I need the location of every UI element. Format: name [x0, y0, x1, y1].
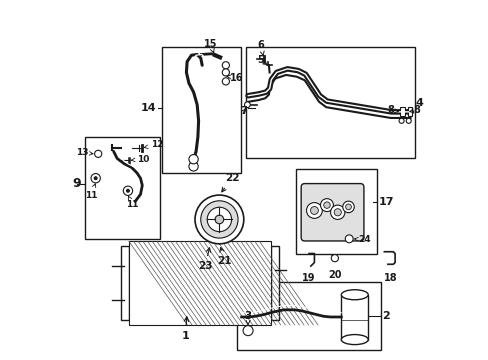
Text: 15: 15: [203, 39, 217, 53]
Text: 8: 8: [409, 105, 420, 115]
Text: 16: 16: [226, 73, 243, 83]
Text: 11: 11: [126, 196, 139, 209]
Circle shape: [244, 102, 250, 108]
Circle shape: [94, 150, 102, 157]
Circle shape: [94, 177, 97, 180]
Circle shape: [201, 201, 238, 238]
Text: 17: 17: [378, 197, 393, 207]
Circle shape: [188, 154, 198, 164]
Circle shape: [323, 202, 329, 208]
Circle shape: [345, 235, 352, 243]
Text: 19: 19: [302, 273, 315, 283]
Text: 5: 5: [257, 55, 266, 65]
Circle shape: [333, 209, 341, 216]
Text: 9: 9: [72, 177, 81, 190]
Circle shape: [188, 162, 198, 171]
Circle shape: [91, 174, 100, 183]
Bar: [246, 47, 414, 158]
Text: 3: 3: [244, 311, 251, 324]
Ellipse shape: [341, 290, 367, 300]
Circle shape: [222, 78, 229, 85]
FancyBboxPatch shape: [301, 184, 363, 241]
Circle shape: [398, 118, 403, 123]
Circle shape: [195, 195, 244, 244]
Circle shape: [320, 199, 333, 212]
Circle shape: [345, 204, 351, 210]
Ellipse shape: [341, 334, 367, 345]
Circle shape: [310, 207, 318, 215]
Bar: [400, 107, 404, 116]
Text: 8: 8: [386, 105, 398, 115]
Text: 13: 13: [76, 148, 93, 157]
Circle shape: [330, 255, 338, 262]
Bar: [128, 241, 270, 325]
Circle shape: [215, 215, 223, 224]
Circle shape: [330, 205, 344, 220]
Circle shape: [123, 186, 132, 195]
Text: 1: 1: [181, 317, 189, 341]
Text: 22: 22: [222, 173, 239, 192]
Text: 18: 18: [383, 273, 397, 283]
Circle shape: [207, 207, 231, 231]
Text: 6: 6: [257, 40, 264, 56]
Circle shape: [222, 62, 229, 69]
Bar: [162, 47, 241, 173]
Circle shape: [243, 325, 253, 336]
Text: 4: 4: [415, 98, 423, 108]
Text: 23: 23: [198, 248, 212, 271]
Text: 14: 14: [141, 103, 156, 113]
Text: 21: 21: [217, 248, 231, 266]
Bar: [407, 107, 411, 116]
Bar: [270, 246, 278, 320]
Bar: [121, 246, 128, 320]
Text: 10: 10: [131, 155, 149, 164]
Circle shape: [126, 189, 129, 192]
Text: 12: 12: [144, 140, 163, 149]
Circle shape: [342, 201, 353, 213]
Text: 24: 24: [354, 235, 370, 244]
Bar: [237, 282, 380, 350]
Circle shape: [306, 203, 322, 219]
Bar: [296, 169, 376, 253]
Bar: [341, 295, 367, 339]
Bar: [85, 137, 160, 239]
Text: 11: 11: [84, 184, 97, 200]
Text: 7: 7: [240, 106, 247, 116]
Circle shape: [222, 69, 229, 76]
Circle shape: [406, 118, 410, 123]
Text: 2: 2: [382, 311, 389, 321]
Text: 20: 20: [327, 270, 341, 280]
